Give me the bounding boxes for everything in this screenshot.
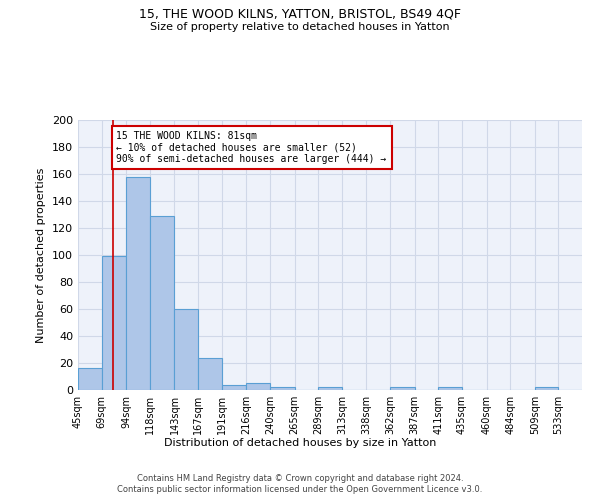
Text: 15 THE WOOD KILNS: 81sqm
← 10% of detached houses are smaller (52)
90% of semi-d: 15 THE WOOD KILNS: 81sqm ← 10% of detach… [116, 131, 386, 164]
Text: 15, THE WOOD KILNS, YATTON, BRISTOL, BS49 4QF: 15, THE WOOD KILNS, YATTON, BRISTOL, BS4… [139, 8, 461, 20]
Text: Contains public sector information licensed under the Open Government Licence v3: Contains public sector information licen… [118, 485, 482, 494]
Bar [535, 388, 559, 390]
Bar [222, 384, 247, 390]
Bar [198, 358, 222, 390]
Bar [150, 216, 175, 390]
Bar [318, 388, 342, 390]
Text: Distribution of detached houses by size in Yatton: Distribution of detached houses by size … [164, 438, 436, 448]
Y-axis label: Number of detached properties: Number of detached properties [37, 168, 46, 342]
Bar [175, 309, 198, 390]
Bar [390, 388, 415, 390]
Bar [101, 256, 126, 390]
Bar [126, 176, 150, 390]
Text: Size of property relative to detached houses in Yatton: Size of property relative to detached ho… [150, 22, 450, 32]
Bar [78, 368, 101, 390]
Bar [247, 383, 270, 390]
Bar [270, 388, 295, 390]
Bar [438, 388, 462, 390]
Text: Contains HM Land Registry data © Crown copyright and database right 2024.: Contains HM Land Registry data © Crown c… [137, 474, 463, 483]
